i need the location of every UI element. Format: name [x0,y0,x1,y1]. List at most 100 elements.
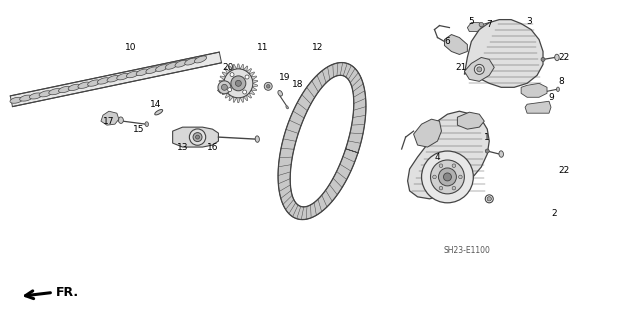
Text: 2: 2 [551,209,557,218]
Circle shape [189,129,205,145]
Circle shape [479,22,483,27]
Polygon shape [101,111,119,125]
Circle shape [433,175,436,179]
Text: 21: 21 [456,63,467,72]
Ellipse shape [499,151,504,157]
Polygon shape [233,97,237,102]
Text: 14: 14 [150,100,161,109]
Circle shape [452,186,456,190]
Polygon shape [229,95,233,101]
Circle shape [439,164,443,167]
Text: 9: 9 [548,93,554,102]
Ellipse shape [175,60,188,67]
Ellipse shape [107,76,120,82]
Polygon shape [240,64,243,70]
Circle shape [422,151,474,203]
Ellipse shape [145,122,148,127]
Polygon shape [521,83,547,97]
Ellipse shape [10,97,22,103]
Circle shape [439,186,443,190]
Polygon shape [252,80,258,83]
Circle shape [444,173,451,181]
Ellipse shape [185,58,197,65]
Circle shape [236,80,241,86]
Ellipse shape [68,84,81,91]
Ellipse shape [156,65,168,71]
Circle shape [452,164,456,167]
Polygon shape [220,76,225,80]
Text: 6: 6 [445,37,451,46]
Circle shape [196,135,200,139]
Text: 8: 8 [558,77,564,86]
Polygon shape [465,19,543,87]
Text: SH23-E1100: SH23-E1100 [444,246,491,255]
Polygon shape [278,63,366,219]
Text: FR.: FR. [56,286,79,299]
Circle shape [243,90,246,94]
Text: 5: 5 [468,17,474,26]
Circle shape [474,64,484,74]
Ellipse shape [146,67,158,73]
Ellipse shape [556,87,559,92]
Ellipse shape [278,91,282,96]
Text: 22: 22 [558,53,570,62]
Circle shape [221,84,227,90]
Text: 13: 13 [177,143,188,152]
Text: 15: 15 [133,125,145,134]
Polygon shape [251,76,257,80]
Circle shape [438,168,456,186]
Polygon shape [249,72,255,77]
Polygon shape [240,97,243,102]
Circle shape [541,57,545,62]
Polygon shape [243,66,248,71]
Polygon shape [243,95,248,101]
Polygon shape [225,69,230,74]
Polygon shape [246,93,252,98]
Polygon shape [218,86,225,93]
Polygon shape [229,66,233,71]
Ellipse shape [165,63,177,69]
Text: 18: 18 [292,80,304,89]
Ellipse shape [88,80,100,86]
Circle shape [431,160,465,194]
Polygon shape [222,72,228,77]
Ellipse shape [29,93,42,99]
Ellipse shape [58,86,71,93]
Text: 12: 12 [312,43,324,52]
Circle shape [218,81,231,94]
Polygon shape [458,112,484,129]
Circle shape [230,73,234,77]
Circle shape [193,133,202,142]
Circle shape [266,85,270,88]
Ellipse shape [127,71,139,78]
Text: 7: 7 [486,20,492,29]
Polygon shape [233,64,237,70]
Polygon shape [220,87,225,91]
Text: 22: 22 [558,167,570,175]
Ellipse shape [286,106,289,109]
Ellipse shape [116,73,129,80]
Ellipse shape [49,89,61,95]
Text: 4: 4 [435,152,440,161]
Polygon shape [173,127,218,147]
Circle shape [231,76,246,91]
Polygon shape [237,98,240,103]
Polygon shape [467,23,481,32]
Circle shape [485,149,489,153]
Polygon shape [525,101,551,113]
Circle shape [459,175,462,179]
Ellipse shape [136,69,148,76]
Polygon shape [444,34,467,55]
Circle shape [245,75,249,79]
Text: 19: 19 [280,73,291,82]
Polygon shape [222,90,228,95]
Text: 16: 16 [207,143,218,152]
Circle shape [485,195,493,203]
Ellipse shape [97,78,110,84]
Circle shape [264,82,272,90]
Circle shape [477,67,482,72]
Text: 3: 3 [526,17,532,26]
Polygon shape [251,87,257,91]
Polygon shape [249,90,255,95]
Polygon shape [225,93,230,98]
